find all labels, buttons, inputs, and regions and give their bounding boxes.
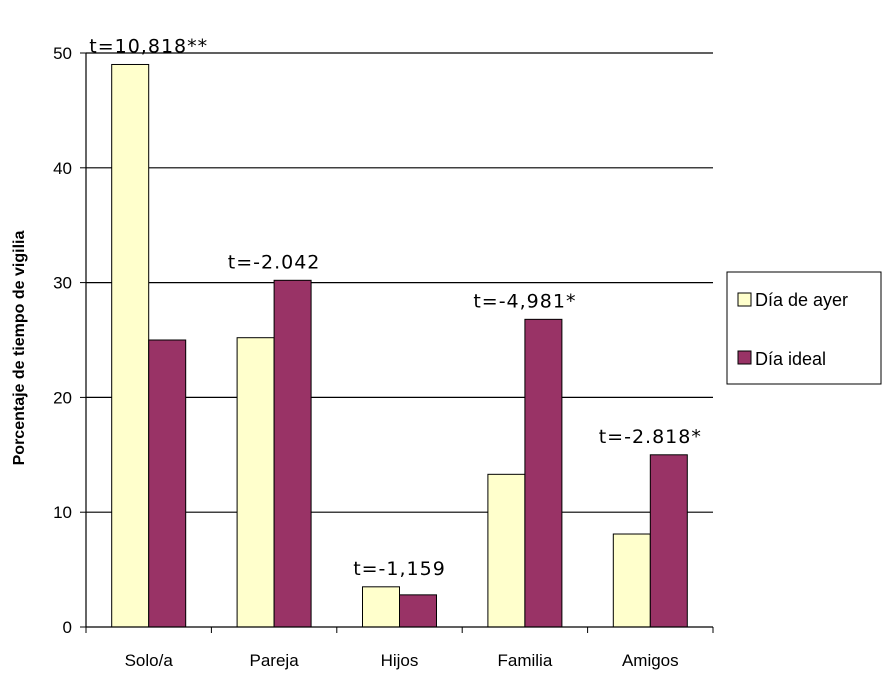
- grid-lines: [86, 52, 713, 513]
- bar-dia-ideal: [399, 594, 437, 628]
- bar-dia-de-ayer: [236, 337, 275, 628]
- x-tick-label: Pareja: [250, 651, 300, 670]
- bar-dia-de-ayer: [487, 473, 526, 628]
- bar-dia-ideal: [649, 454, 688, 628]
- annotation-t-statistic: t=10,818**: [89, 35, 208, 57]
- y-tick-label: 30: [53, 274, 72, 293]
- axes: [85, 53, 714, 633]
- x-tick-label: Familia: [498, 651, 553, 670]
- bar-dia-ideal: [148, 339, 187, 628]
- y-axis-ticks: 0 10 20 30 40 50: [53, 44, 86, 637]
- legend-box: [726, 271, 882, 385]
- bar-dia-de-ayer: [362, 586, 400, 628]
- bars: [111, 63, 688, 628]
- annotation-t-statistic: t=-4,981*: [473, 290, 576, 312]
- x-axis-tick-labels: Solo/a Pareja Hijos Familia Amigos: [125, 651, 679, 670]
- bar-dia-de-ayer: [612, 533, 651, 628]
- legend: Día de ayer Día ideal: [726, 271, 882, 385]
- y-tick-label: 50: [53, 44, 72, 63]
- legend-label-dia-ideal: Día ideal: [755, 349, 826, 369]
- bar-dia-de-ayer: [111, 63, 150, 628]
- annotation-t-statistic: t=-2.042: [228, 251, 321, 273]
- x-tick-label: Solo/a: [125, 651, 174, 670]
- y-axis-label: Porcentaje de tiempo de vigilia: [11, 231, 28, 466]
- bar-dia-ideal: [273, 279, 312, 628]
- legend-swatch-dia-ideal: [737, 350, 752, 365]
- y-tick-label: 40: [53, 159, 72, 178]
- x-tick-label: Hijos: [381, 651, 419, 670]
- y-tick-label: 20: [53, 388, 72, 407]
- y-tick-label: 0: [63, 618, 72, 637]
- bar-dia-ideal: [524, 318, 563, 628]
- x-tick-label: Amigos: [622, 651, 679, 670]
- annotation-t-statistic: t=-2.818*: [599, 426, 702, 448]
- legend-swatch-dia-de-ayer: [737, 292, 752, 307]
- annotations: t=10,818** t=-2.042 t=-1,159 t=-4,981* t=-2.…: [89, 35, 702, 580]
- legend-label-dia-de-ayer: Día de ayer: [755, 290, 848, 310]
- annotation-t-statistic: t=-1,159: [353, 558, 446, 580]
- y-tick-label: 10: [53, 503, 72, 522]
